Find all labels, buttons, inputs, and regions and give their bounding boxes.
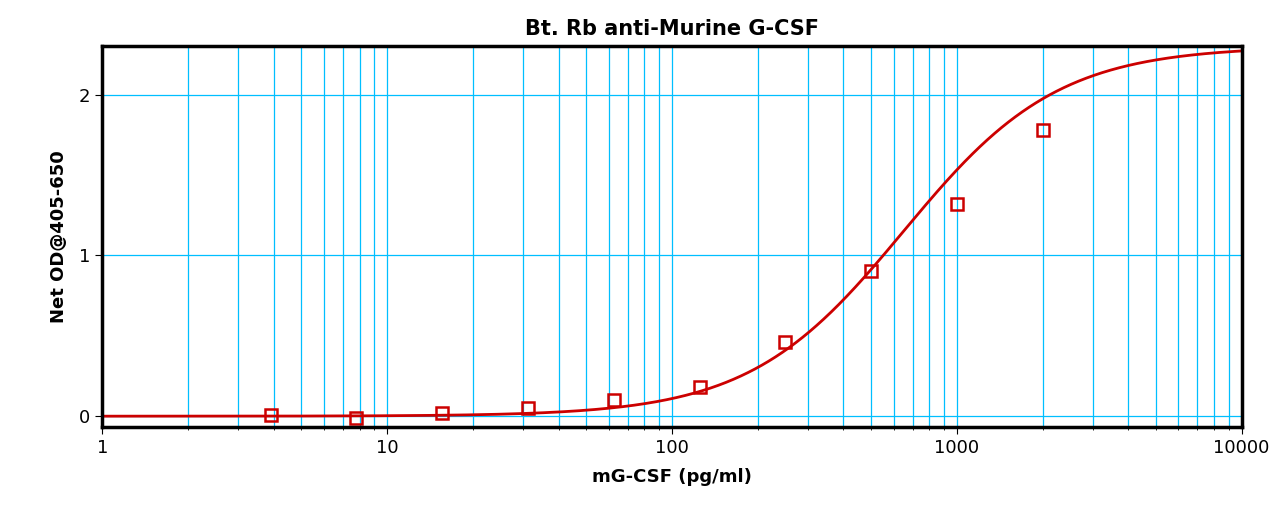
Title: Bt. Rb anti-Murine G-CSF: Bt. Rb anti-Murine G-CSF [525,19,819,39]
X-axis label: mG-CSF (pg/ml): mG-CSF (pg/ml) [593,468,751,486]
Y-axis label: Net OD@405-650: Net OD@405-650 [50,150,68,323]
